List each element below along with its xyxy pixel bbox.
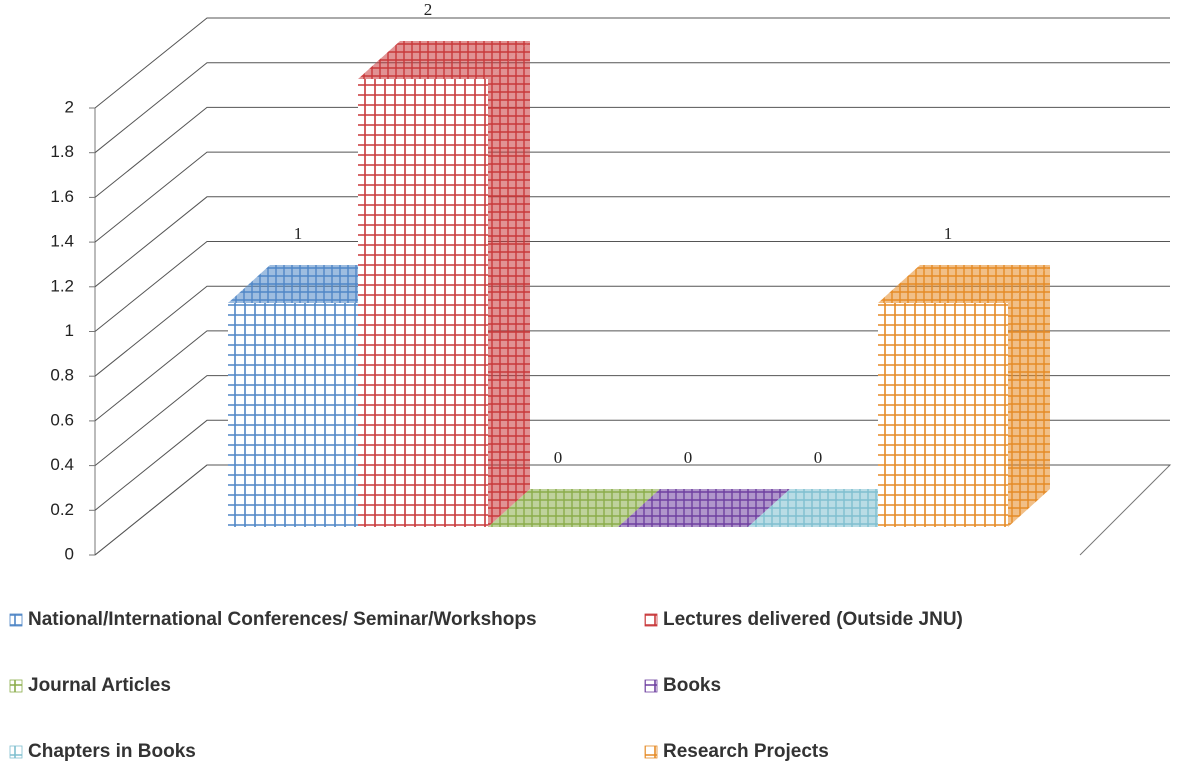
data-label: 1 (294, 224, 303, 243)
legend-swatch (644, 613, 658, 627)
data-label: 0 (814, 448, 823, 467)
bar-top (748, 489, 920, 527)
grid-line (94, 196, 1170, 288)
legend-label: National/International Conferences/ Semi… (28, 609, 537, 630)
y-tick-label: 0 (65, 544, 74, 563)
bar-top (228, 265, 400, 303)
data-label: 0 (684, 448, 693, 467)
legend-swatch (9, 613, 23, 627)
y-tick-label: 2 (65, 97, 74, 116)
legend-label: Lectures delivered (Outside JNU) (663, 609, 963, 630)
y-tick-label: 1 (65, 321, 74, 340)
y-tick-label: 1.2 (50, 276, 74, 295)
y-tick-label: 1.8 (50, 142, 74, 161)
bar-top (488, 489, 660, 527)
grid-line (94, 330, 1170, 422)
bar-top (618, 489, 790, 527)
bar-top (358, 41, 530, 79)
data-label: 0 (554, 448, 563, 467)
bar (358, 41, 530, 527)
y-tick-label: 0.8 (50, 366, 74, 385)
grid-line (94, 375, 1170, 466)
grid-line (94, 241, 1170, 332)
grid-line (94, 106, 1170, 198)
bar-side (1008, 265, 1050, 527)
grid-line (94, 62, 1170, 154)
y-tick-label: 0.4 (50, 455, 74, 474)
y-tick-label: 1.4 (50, 232, 74, 251)
bar (228, 265, 400, 527)
bar (488, 489, 660, 527)
legend-swatch (9, 745, 23, 759)
y-tick-label: 0.6 (50, 410, 74, 429)
bar (748, 489, 920, 527)
data-label: 1 (944, 224, 953, 243)
bar-top (878, 265, 1050, 303)
legend-swatch (644, 679, 658, 693)
grid-line (94, 419, 1170, 511)
legend-swatch (9, 679, 23, 693)
bar (878, 265, 1050, 527)
y-tick-label: 1.6 (50, 187, 74, 206)
legend-label: Chapters in Books (28, 741, 196, 762)
legend-swatch (644, 745, 658, 759)
grid-line (94, 464, 1170, 556)
bar (618, 489, 790, 527)
bar-front (228, 303, 358, 527)
grid-line (94, 17, 1170, 109)
bar-side (488, 41, 530, 527)
data-label: 2 (424, 0, 433, 19)
bar-front (358, 79, 488, 527)
legend-label: Research Projects (663, 741, 829, 762)
legend-label: Journal Articles (28, 675, 171, 696)
legend-label: Books (663, 675, 721, 696)
grid-line (94, 285, 1170, 377)
y-tick-label: 0.2 (50, 500, 74, 519)
grid-line (94, 151, 1170, 243)
bar-front (878, 303, 1008, 527)
